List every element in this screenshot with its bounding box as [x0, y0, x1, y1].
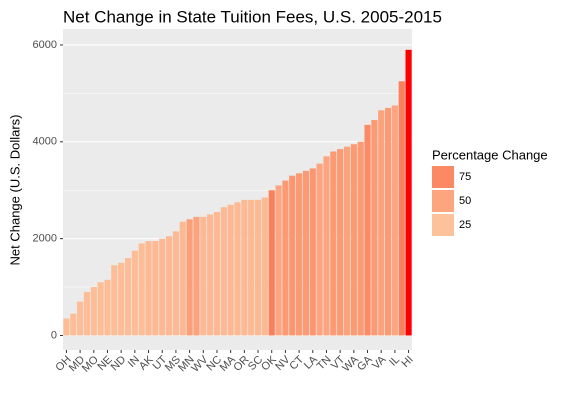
bar [90, 287, 97, 336]
bar [200, 216, 207, 336]
bar [268, 190, 275, 336]
bar [384, 107, 392, 336]
y-tick-label: 2000 [33, 233, 57, 245]
bar [220, 207, 227, 336]
bar [254, 199, 262, 336]
bar [391, 105, 398, 336]
bar [145, 241, 152, 336]
bar [364, 124, 371, 336]
bar [97, 282, 104, 336]
bar [371, 120, 378, 336]
bar [296, 173, 303, 336]
x-tick-label: ND [109, 354, 129, 374]
bar [227, 204, 234, 336]
bar [172, 231, 179, 336]
legend-swatch [432, 214, 454, 236]
x-tick-label: VA [370, 353, 389, 372]
legend-label: 75 [459, 171, 471, 183]
x-tick-label: HI [399, 354, 415, 370]
bar [241, 199, 248, 336]
legend-swatch [432, 190, 454, 212]
bar [159, 238, 166, 336]
y-axis-label: Net Change (U.S. Dollars) [7, 115, 22, 266]
legend-title: Percentage Change [432, 147, 548, 162]
bar [282, 180, 289, 336]
bar [234, 202, 241, 336]
bar [302, 170, 310, 336]
legend-label: 25 [459, 219, 471, 231]
bar [248, 199, 255, 336]
bar [275, 185, 282, 336]
bar [111, 265, 118, 336]
bar [118, 262, 125, 336]
bar [138, 243, 145, 336]
bar [261, 197, 268, 336]
bar [131, 250, 138, 336]
bar [330, 151, 337, 336]
bar [124, 258, 132, 336]
bar [213, 212, 221, 336]
bar [289, 175, 296, 336]
bar [309, 168, 316, 336]
legend-swatch [432, 166, 454, 188]
bar [337, 149, 344, 336]
y-tick-label: 4000 [33, 136, 57, 148]
bar [70, 313, 77, 336]
bar [343, 146, 351, 336]
y-tick-label: 0 [51, 329, 57, 341]
bar [83, 291, 91, 336]
bar [179, 221, 186, 336]
legend-label: 50 [459, 195, 471, 207]
y-tick-label: 6000 [33, 39, 57, 51]
bar [207, 214, 214, 336]
bar [104, 279, 111, 336]
bar [186, 219, 193, 336]
bar [152, 241, 159, 336]
bar [77, 301, 84, 336]
bar [405, 49, 412, 336]
bar [193, 216, 200, 336]
bar [316, 163, 323, 336]
bar [323, 156, 330, 336]
bar [378, 110, 385, 336]
bar [63, 318, 70, 336]
chart-title: Net Change in State Tuition Fees, U.S. 2… [63, 7, 442, 26]
bar [350, 144, 357, 336]
bar [357, 141, 364, 336]
bar [398, 81, 405, 336]
bar [165, 236, 173, 336]
